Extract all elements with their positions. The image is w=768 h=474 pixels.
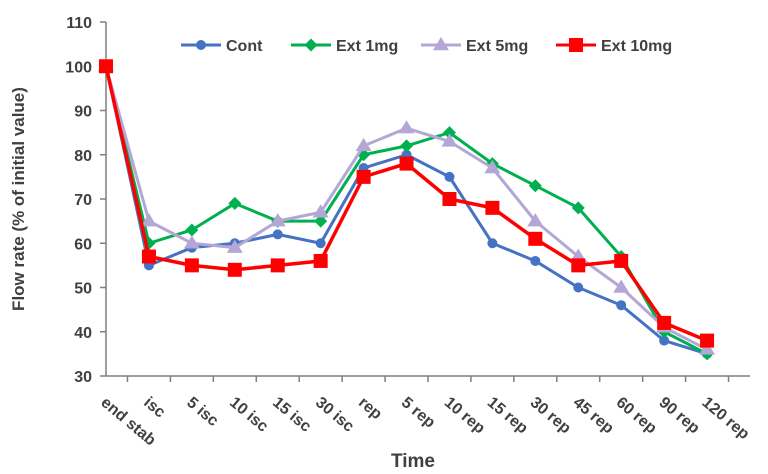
data-point [313,253,328,268]
legend-label: Ext 5mg [466,38,528,55]
data-point [485,200,500,215]
data-point [185,223,199,237]
data-point [400,139,414,153]
data-point [484,160,501,174]
y-tick-label: 70 [74,192,92,209]
series-cont [101,61,713,359]
series-ext-10mg [99,59,715,348]
data-point [441,133,458,147]
series-line [104,65,708,343]
data-point [613,279,630,293]
axes [105,22,750,377]
data-point [269,213,286,227]
x-tick-label: 90 rep [656,394,703,437]
data-point [657,315,672,330]
data-point [99,59,113,74]
data-point [270,258,285,273]
legend-label: Ext 10mg [601,38,672,55]
y-tick-label: 90 [74,104,92,121]
data-point [184,258,199,273]
legend-label: Ext 1mg [336,38,398,55]
data-point [530,255,541,266]
legend-item: Ext 1mg [291,38,398,55]
data-point [571,201,585,215]
x-axis-title: Time [391,451,435,472]
data-point [616,300,627,311]
data-point [355,137,372,152]
y-tick-label: 80 [74,148,92,165]
x-tick-label: 5 rep [398,394,438,432]
x-tick-label: 5 isc [183,394,221,430]
legend: Cont Ext 1mg Ext 5mg Ext 10mg [181,37,672,55]
x-tick-label: 15 rep [484,394,531,437]
series-lines [98,58,716,361]
x-tick-label: 45 rep [570,394,617,437]
series-ext-1mg [99,59,714,361]
legend-item: Ext 10mg [556,38,672,55]
data-point [442,126,456,140]
data-point [272,229,283,240]
legend-swatch-marker [433,37,449,51]
y-tick-label: 100 [65,59,92,76]
data-point [700,333,715,348]
data-point [573,282,584,293]
data-point [314,214,328,228]
series-line [104,65,708,356]
series-ext-5mg [98,58,716,355]
data-point [356,169,371,184]
y-tick-label: 40 [74,325,92,342]
data-point [228,196,242,210]
x-tick-label: isc [140,394,168,421]
y-tick-label: 110 [66,15,92,32]
legend-label: Cont [226,38,263,55]
data-point [312,204,329,218]
data-point [699,341,716,355]
data-point [528,179,542,193]
series-line [104,65,708,356]
legend-item: Ext 5mg [421,37,528,55]
data-point [614,253,629,268]
data-point [487,238,498,249]
data-point [141,249,156,264]
x-tick-label: rep [355,394,385,423]
data-point [399,156,414,171]
data-point [442,192,457,206]
y-axis-title: Flow rate (% of initial value) [9,87,28,311]
x-tick-label: 60 rep [613,394,660,437]
y-tick-label: 50 [74,281,92,298]
data-point [659,335,670,346]
data-point [183,235,200,249]
x-tick-label: 10 rep [441,394,488,437]
data-point [315,238,326,249]
legend-swatch-marker [569,38,583,52]
x-tick-label: 120 rep [698,394,752,443]
x-tick-label: 30 isc [312,394,357,436]
data-point [571,258,586,273]
x-tick-label: 10 isc [226,394,271,436]
x-tick-label: 30 rep [527,394,574,437]
data-point [528,231,543,246]
data-point [226,239,243,253]
legend-item: Cont [181,38,263,55]
x-tick-label: 15 isc [269,394,314,436]
data-point [140,213,157,227]
data-point [398,120,415,134]
data-point [527,213,544,227]
legend-swatch-marker [304,38,318,52]
data-point [444,171,455,182]
y-tick-labels: 30 40 50 60 70 80 90 100 110 [65,15,106,386]
legend-swatch-marker [196,40,206,50]
y-tick-label: 60 [74,236,92,253]
y-tick-label: 30 [74,369,92,386]
data-point [227,262,242,277]
